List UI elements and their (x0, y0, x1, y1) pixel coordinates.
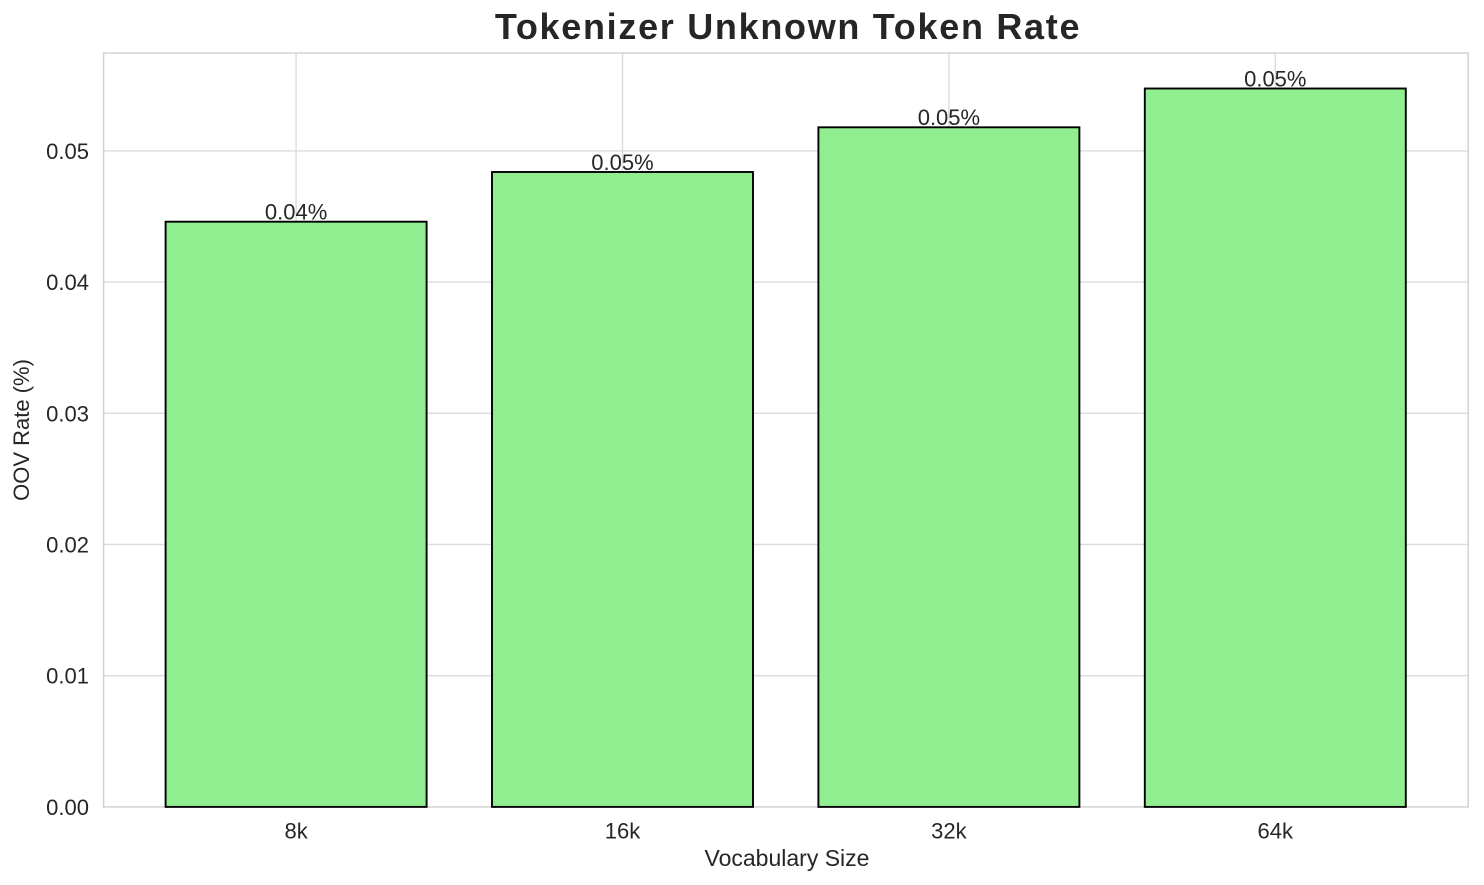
svg-text:OOV Rate (%): OOV Rate (%) (9, 359, 34, 501)
svg-text:0.02: 0.02 (46, 533, 89, 558)
svg-text:8k: 8k (284, 818, 308, 843)
svg-text:32k: 32k (931, 818, 967, 843)
svg-text:0.05%: 0.05% (918, 105, 980, 130)
svg-text:0.05%: 0.05% (591, 150, 653, 175)
svg-text:0.01: 0.01 (46, 664, 89, 689)
svg-text:0.04%: 0.04% (265, 200, 327, 225)
svg-text:0.05: 0.05 (46, 139, 89, 164)
svg-text:0.03: 0.03 (46, 401, 89, 426)
svg-text:0.00: 0.00 (46, 795, 89, 820)
svg-text:16k: 16k (605, 818, 641, 843)
svg-text:64k: 64k (1258, 818, 1294, 843)
svg-text:0.04: 0.04 (46, 270, 89, 295)
svg-text:0.05%: 0.05% (1244, 66, 1306, 91)
svg-text:Tokenizer Unknown Token Rate: Tokenizer Unknown Token Rate (495, 6, 1081, 47)
svg-text:Vocabulary Size: Vocabulary Size (705, 845, 870, 871)
